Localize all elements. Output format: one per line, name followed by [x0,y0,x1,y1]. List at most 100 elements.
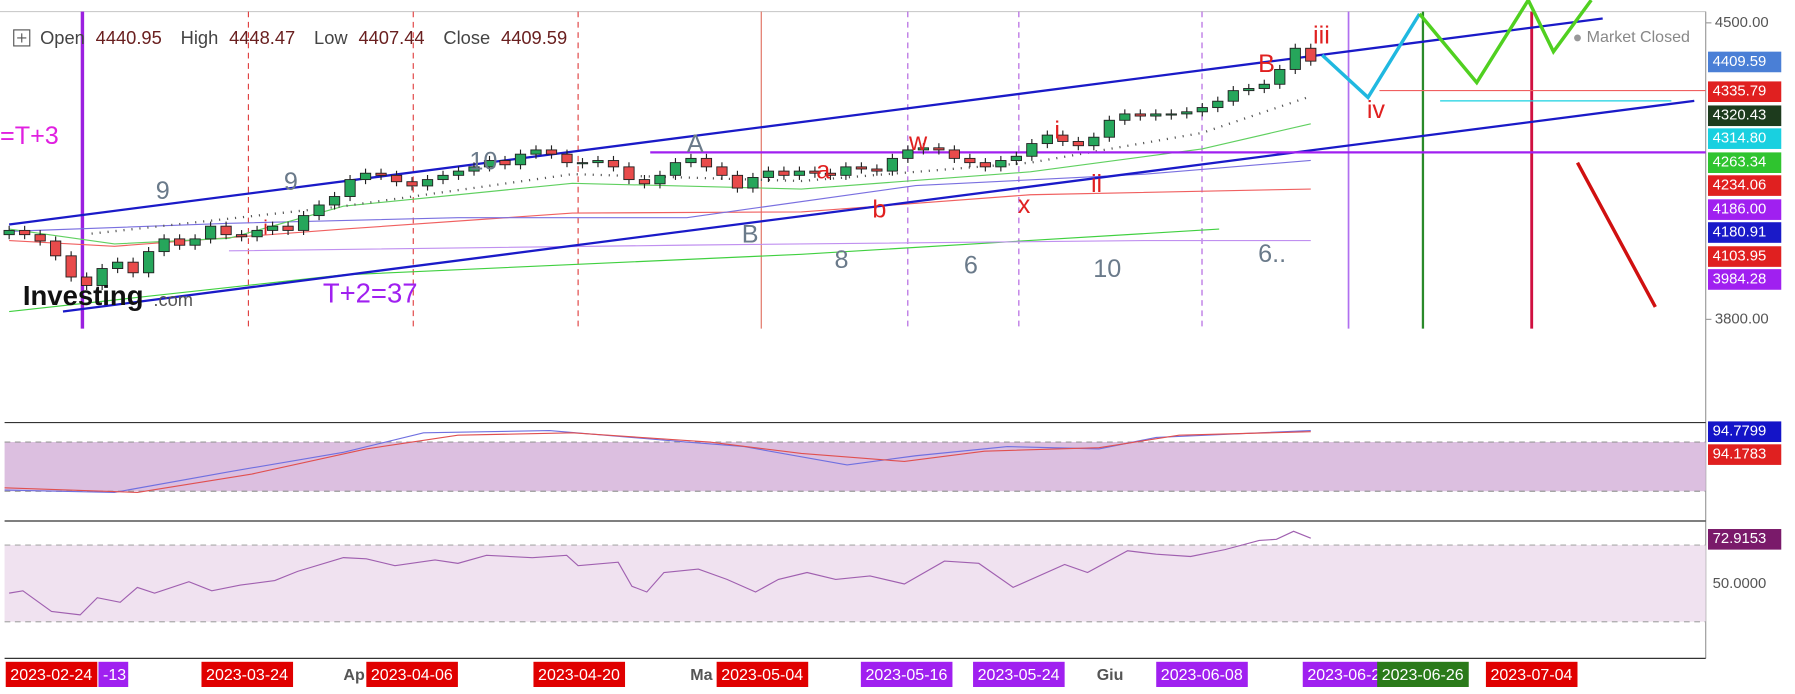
date-tag-label: Ma [690,666,713,684]
candle-body [328,196,341,206]
candle-body [204,225,217,240]
candle-body [1227,90,1239,102]
candle-body [1243,88,1255,92]
candle-body [871,168,883,172]
stoch-d [4,431,1311,493]
candle-body [1196,107,1208,113]
price-tag-label: 4103.95 [1713,249,1767,265]
candle-body [406,181,418,187]
expand-icon[interactable] [13,29,31,47]
rsi-line [9,530,1311,616]
candle-body [266,225,279,231]
wave-label: iii [1313,21,1330,49]
y-tick-label: 4500.00 [1715,15,1769,31]
candle-body [220,225,232,236]
status-dot [1574,34,1581,42]
high-label: High [181,27,219,48]
price-tag-label: 72.9153 [1713,531,1767,547]
candle-body [1072,140,1084,147]
date-tag-label: 2023-06-08 [1161,666,1243,684]
price-tag [1707,51,1782,73]
date-tag-label: 2023-04-06 [371,666,453,684]
market-status: Market Closed [1587,28,1690,46]
price-tag [1707,105,1782,127]
candle-body [1289,47,1301,70]
candle-body [809,170,821,174]
date-tag [1302,661,1379,687]
candle-body [685,157,697,164]
price-tag-label: 4409.59 [1713,54,1767,70]
candle-body [251,229,263,238]
expand-icon-plus [17,33,27,43]
candle-body [592,160,604,164]
price-tag-label: 3984.28 [1713,271,1767,287]
wave-label: i [263,217,268,240]
candle-body [1181,111,1193,115]
wave-label: iv [1367,96,1386,124]
candle-body [1057,134,1069,142]
price-tag [1707,269,1782,290]
candle-body [902,149,914,159]
candle-body [654,174,666,185]
low-value: 4407.44 [358,27,424,48]
candle-body [1150,113,1162,117]
wave-label: 10 [469,147,497,175]
wave-label: A [687,130,704,158]
date-tag-label: 2023-06-26 [1382,666,1464,684]
candle-body [840,166,852,176]
low-label: Low [314,27,348,48]
candle-body [855,166,868,170]
date-tag-label: 2023-05-24 [978,666,1060,684]
date-tag-label: 2023-07-04 [1490,666,1572,684]
candle-body [1088,136,1100,147]
price-tag [1707,152,1782,173]
candle-body [979,162,991,168]
candle-body [112,261,124,269]
logo: Investing [23,280,144,311]
price-tag [1707,128,1782,149]
open-label: Open [40,27,85,48]
price-tag [1707,81,1782,103]
date-tag [973,661,1065,687]
candle-body [886,157,898,172]
candle-body [964,157,976,164]
candle-body [189,238,201,246]
wave-label: 9 [156,177,170,205]
candle-body [282,225,294,231]
date-tag [1156,661,1248,687]
wave-label: 6 [964,252,978,280]
candle-body [437,174,449,181]
open-value: 4440.95 [96,27,162,48]
date-tag [5,661,98,687]
candle-body [359,172,372,181]
candle-body [173,238,186,246]
date-tag [201,661,294,687]
candle-body [1212,100,1224,109]
candle-body [716,166,728,176]
candle-body [731,174,744,189]
price-tag [1707,222,1782,243]
wave-label: 9 [284,168,298,196]
candle-body [514,153,527,166]
price-tag-label: 4180.91 [1713,224,1767,240]
price-tag [1707,246,1782,267]
price-tag-label: 4335.79 [1713,84,1767,100]
wave-label: B [1258,50,1275,78]
close-label: Close [443,27,490,48]
candle-body [669,162,682,176]
logo-suffix: .com [153,289,193,310]
date-tag [533,661,626,687]
candle-body [561,153,573,164]
candle-body [65,255,77,278]
date-tag-label: 2023-02-24 [10,666,92,684]
wave-label: w [908,128,928,156]
candle-body [375,172,387,176]
candle-body [700,157,713,168]
wave-label: 8 [835,246,849,274]
price-tag [1707,444,1782,465]
candle-body [607,160,620,168]
candle-body [344,179,356,197]
high-value: 4448.47 [229,27,295,48]
candle-body [1103,119,1115,138]
